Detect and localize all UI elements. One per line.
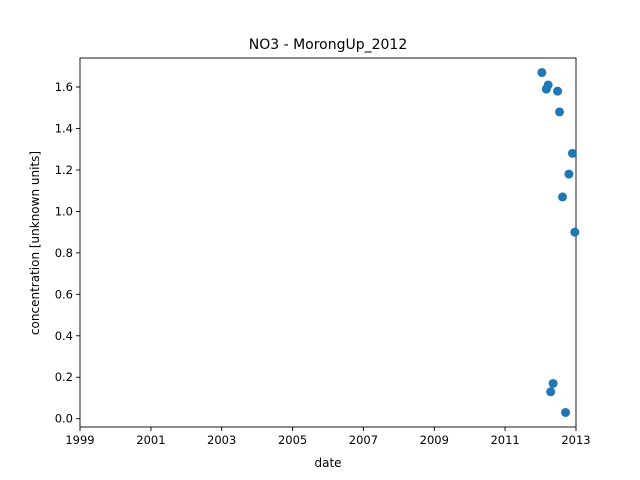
data-point <box>570 227 580 237</box>
plot-area <box>79 57 577 428</box>
chart-title: NO3 - MorongUp_2012 <box>249 37 408 53</box>
x-tick-label: 2007 <box>349 433 378 447</box>
data-point <box>548 378 558 388</box>
data-point <box>553 86 563 96</box>
y-tick-label: 1.0 <box>55 204 73 218</box>
y-tick-label: 0.4 <box>55 329 73 343</box>
data-point <box>543 80 553 90</box>
data-point <box>564 169 574 179</box>
y-tick-label: 0.0 <box>55 412 73 426</box>
data-point <box>558 192 568 202</box>
x-tick-label: 2011 <box>490 433 519 447</box>
y-axis-label: concentration [unknown units] <box>28 151 42 335</box>
data-points <box>537 68 580 417</box>
data-point <box>555 107 565 117</box>
x-tick-label: 2009 <box>420 433 449 447</box>
data-point <box>561 407 571 417</box>
x-tick-label: 1999 <box>65 433 94 447</box>
data-point <box>546 387 556 397</box>
y-axis: 0.0 0.2 0.4 0.6 0.8 1.0 1.2 1.4 1.6 <box>55 80 80 426</box>
y-tick-label: 0.2 <box>55 370 73 384</box>
y-tick-label: 1.6 <box>55 80 73 94</box>
x-axis: 1999 2001 2003 2005 2007 2009 2011 2013 <box>65 427 591 447</box>
y-tick-label: 1.2 <box>55 163 73 177</box>
x-tick-label: 2001 <box>136 433 165 447</box>
x-tick-label: 2005 <box>278 433 307 447</box>
data-point <box>537 68 547 78</box>
y-tick-label: 1.4 <box>55 121 73 135</box>
x-tick-label: 2003 <box>207 433 236 447</box>
y-tick-label: 0.6 <box>55 287 73 301</box>
x-axis-label: date <box>314 456 341 470</box>
y-tick-label: 0.8 <box>55 246 73 260</box>
x-tick-label: 2013 <box>561 433 590 447</box>
data-point <box>567 148 577 158</box>
